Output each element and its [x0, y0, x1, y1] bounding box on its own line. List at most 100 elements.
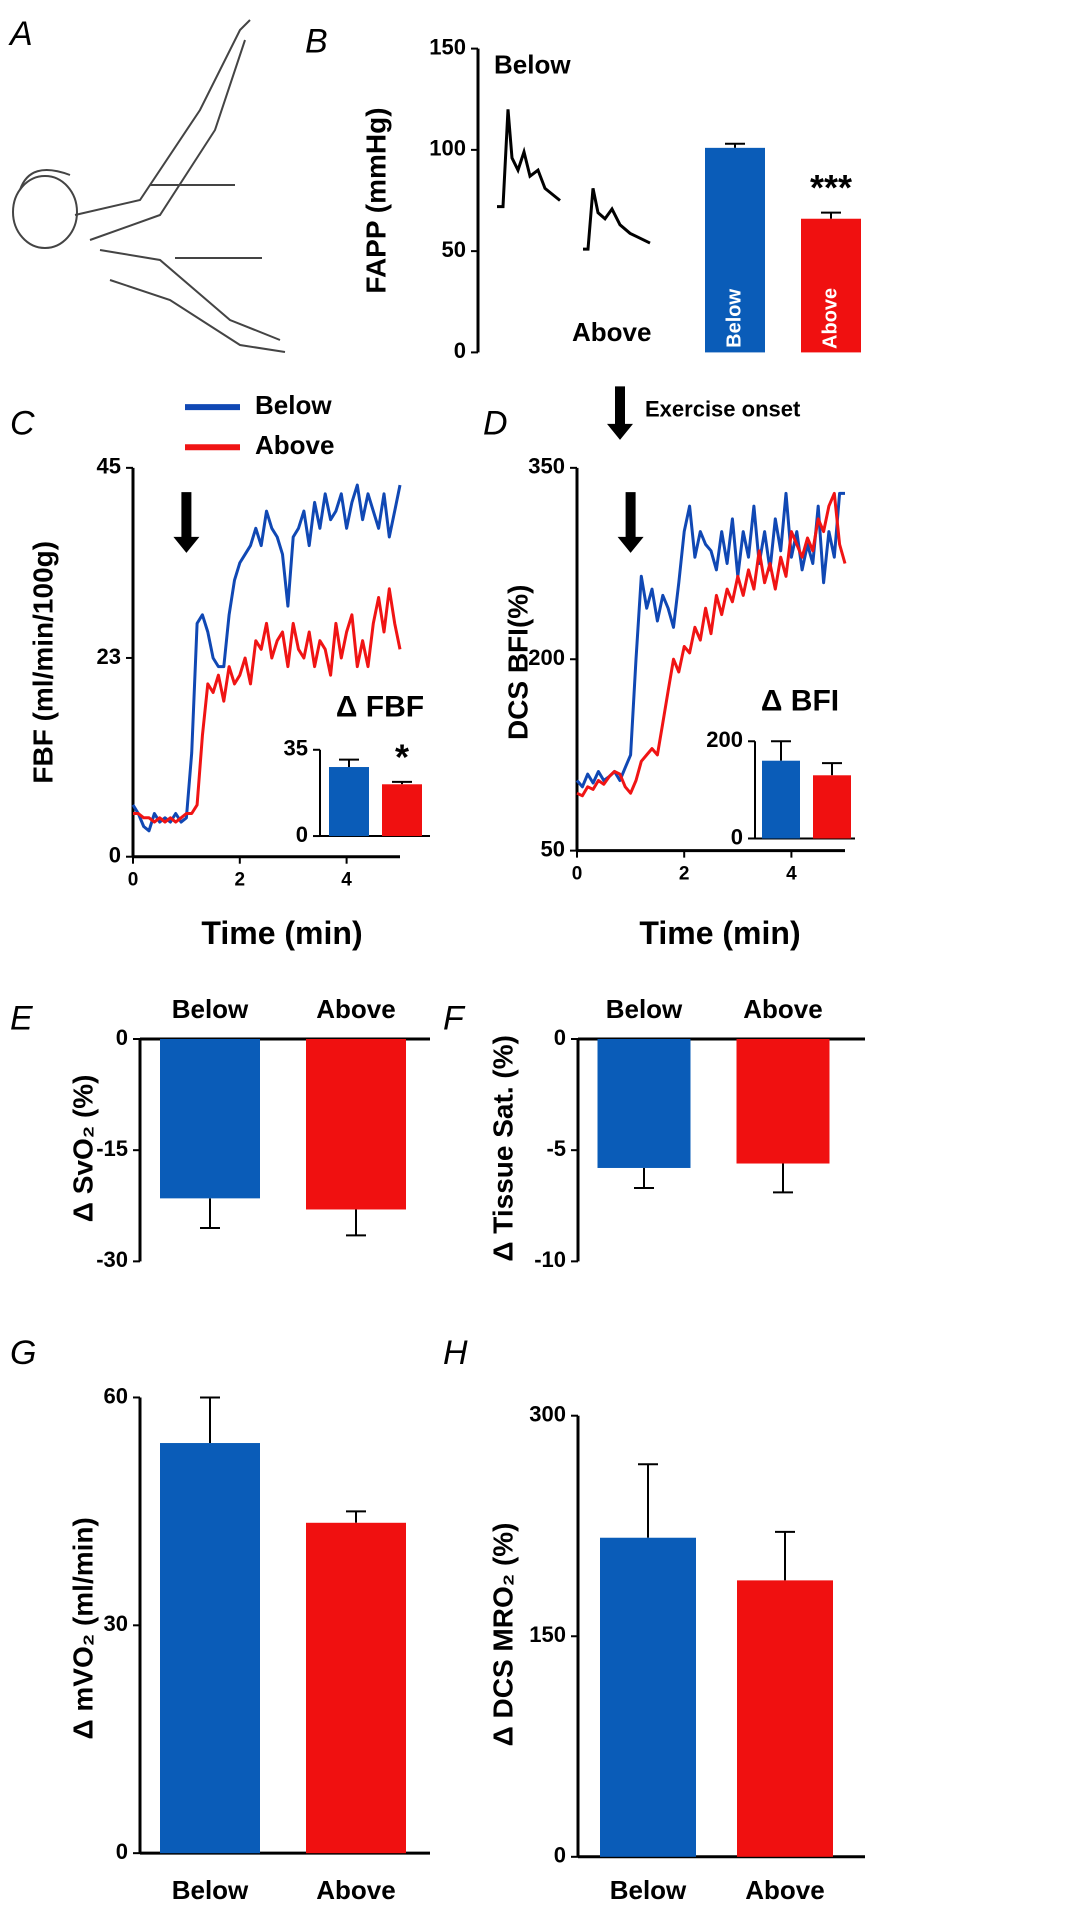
subject-drawing [12, 19, 286, 353]
series-line [131, 483, 402, 833]
bar [736, 1038, 830, 1164]
x-tick-label: 2 [235, 870, 246, 891]
y-axis-label: Δ Tissue Sat. (%) [487, 1035, 518, 1262]
y-tick-label: 100 [429, 136, 466, 161]
annotation: Exercise onset [645, 397, 801, 422]
y-axis-label: Δ SvO₂ (%) [67, 1075, 98, 1223]
x-tick-label: 2 [679, 864, 690, 885]
bar [705, 147, 765, 353]
x-tick-label: Above [743, 994, 822, 1024]
x-tick-label: Above [316, 994, 395, 1024]
y-tick-label: 150 [429, 34, 466, 59]
error-bar [725, 142, 745, 148]
bar [597, 1038, 691, 1168]
x-tick-label: 0 [128, 870, 139, 891]
y-tick-label: 0 [116, 1839, 128, 1864]
y-tick-label: 50 [442, 237, 466, 262]
error-bar [200, 1396, 220, 1444]
bar-label: Below [723, 288, 745, 347]
panel-label: C [10, 404, 35, 442]
y-tick-label: 60 [104, 1383, 128, 1408]
x-tick-label: Above [745, 1875, 824, 1905]
panel-label: B [305, 23, 328, 61]
bar-label: Above [819, 288, 841, 349]
y-tick-label: 0 [554, 1843, 566, 1868]
y-tick-label: 0 [109, 843, 121, 868]
x-tick-label: Below [606, 994, 683, 1024]
y-axis-label: DCS BFI(%) [502, 585, 533, 741]
error-bar [773, 1163, 793, 1194]
arrow [617, 492, 644, 553]
trace-label: Above [572, 317, 651, 347]
y-tick-label: 0 [731, 824, 743, 849]
pressure-trace [583, 188, 651, 251]
trace-label: Below [494, 50, 571, 80]
bar [600, 1537, 696, 1857]
x-tick-label: Below [172, 1875, 249, 1905]
y-axis-label: Δ mVO₂ (ml/min) [67, 1517, 98, 1739]
x-tick-label: Above [316, 1875, 395, 1905]
x-tick-label: Below [610, 1875, 687, 1905]
error-bar [771, 740, 791, 761]
bar [329, 767, 369, 837]
error-bar [821, 211, 841, 219]
y-tick-label: -15 [96, 1136, 128, 1161]
y-tick-label: 350 [528, 454, 565, 479]
panel-label: D [483, 404, 508, 442]
error-bar [638, 1463, 658, 1538]
legend-label: Below [255, 390, 332, 420]
bar [382, 784, 422, 837]
inset-title: Δ BFI [761, 684, 839, 717]
error-bar [346, 1510, 366, 1523]
pressure-trace [497, 109, 561, 209]
y-tick-label: 30 [104, 1611, 128, 1636]
y-tick-label: -5 [546, 1136, 566, 1161]
error-bar [392, 780, 412, 785]
bar [801, 218, 861, 353]
error-bar [339, 758, 359, 768]
bar [762, 760, 800, 839]
bar [737, 1580, 833, 1857]
error-bar [822, 762, 842, 776]
y-tick-label: 0 [454, 338, 466, 363]
x-tick-label: 4 [341, 870, 352, 891]
y-tick-label: 35 [284, 736, 308, 761]
y-tick-label: 300 [529, 1402, 566, 1427]
inset-title: Δ FBF [336, 690, 424, 723]
panel-label: E [10, 1000, 33, 1038]
x-axis-label: Time (min) [201, 915, 362, 951]
y-axis-label: FBF (ml/min/100g) [27, 541, 58, 784]
y-tick-label: 200 [528, 645, 565, 670]
y-tick-label: 0 [116, 1025, 128, 1050]
y-tick-label: 150 [529, 1622, 566, 1647]
arrow [173, 492, 200, 553]
panel-label: A [8, 15, 33, 53]
x-tick-label: Below [172, 994, 249, 1024]
bar [813, 775, 851, 839]
y-tick-label: 0 [296, 822, 308, 847]
x-tick-label: 4 [786, 864, 797, 885]
error-bar [200, 1198, 220, 1230]
y-tick-label: 0 [554, 1025, 566, 1050]
y-axis-label: Δ DCS MRO₂ (%) [487, 1522, 518, 1746]
panel-label: F [443, 1000, 466, 1038]
bar [306, 1038, 406, 1210]
y-tick-label: 45 [97, 454, 121, 479]
bar [160, 1443, 260, 1854]
panel-label: H [443, 1334, 468, 1372]
significance: * [395, 736, 409, 777]
legend-label: Above [255, 430, 334, 460]
panel-label: G [10, 1334, 36, 1372]
bar [160, 1038, 260, 1199]
bar [306, 1522, 406, 1854]
error-bar [775, 1530, 795, 1581]
series-line [133, 587, 402, 824]
y-tick-label: -30 [96, 1247, 128, 1272]
y-tick-label: -10 [534, 1247, 566, 1272]
y-tick-label: 200 [706, 727, 743, 752]
x-axis-label: Time (min) [639, 915, 800, 951]
y-tick-label: 23 [97, 644, 121, 669]
y-axis-label: FAPP (mmHg) [360, 107, 391, 293]
x-tick-label: 0 [572, 864, 583, 885]
